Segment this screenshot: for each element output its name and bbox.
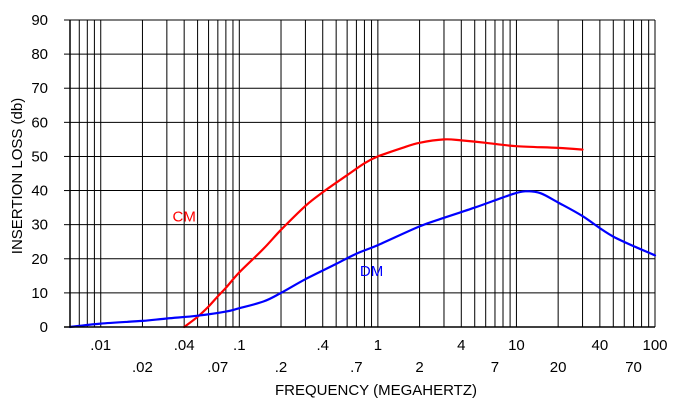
y-tick-label: 90	[31, 12, 48, 29]
x-tick-label: .7	[350, 359, 363, 376]
y-tick-label: 70	[31, 80, 48, 97]
x-axis-label: FREQUENCY (MEGAHERTZ)	[275, 382, 477, 399]
y-tick-label: 10	[31, 285, 48, 302]
x-tick-label: .4	[316, 337, 329, 354]
x-tick-label: 100	[642, 337, 667, 354]
y-tick-label: 30	[31, 217, 48, 234]
y-tick-label: 80	[31, 46, 48, 63]
series-line-cm	[183, 138, 584, 329]
tick-labels: 0 10 20 30 40 50 60 70 80 90 .01 .04 .1 .4 1 4 10 40 100 .0…	[31, 12, 667, 376]
y-tick-label: 40	[31, 183, 48, 200]
x-tick-label: 70	[625, 359, 642, 376]
y-tick-label: 60	[31, 114, 48, 131]
series-label-dm: DM	[360, 263, 383, 280]
x-tick-label: .01	[90, 337, 111, 354]
y-tick-label: 0	[40, 319, 48, 336]
x-tick-label: 2	[415, 359, 423, 376]
x-tick-label: .02	[132, 359, 153, 376]
y-axis-label: INSERTION LOSS (db)	[9, 98, 26, 254]
x-tick-label: .2	[275, 359, 288, 376]
x-tick-label: 4	[457, 337, 465, 354]
grid-lines	[69, 19, 656, 328]
x-tick-label: .1	[233, 337, 246, 354]
plot-frame	[64, 19, 655, 328]
x-tick-label: 20	[550, 359, 567, 376]
x-tick-label: .04	[174, 337, 195, 354]
y-tick-label: 50	[31, 148, 48, 165]
x-tick-label: 1	[374, 337, 382, 354]
y-tick-label: 20	[31, 251, 48, 268]
x-tick-label: 40	[592, 337, 609, 354]
x-tick-label: .07	[207, 359, 228, 376]
x-tick-label: 7	[491, 359, 499, 376]
series-label-cm: CM	[173, 208, 196, 225]
series-lines: CM DM	[68, 138, 657, 329]
series-line-dm	[68, 190, 657, 329]
x-tick-label: 10	[508, 337, 525, 354]
